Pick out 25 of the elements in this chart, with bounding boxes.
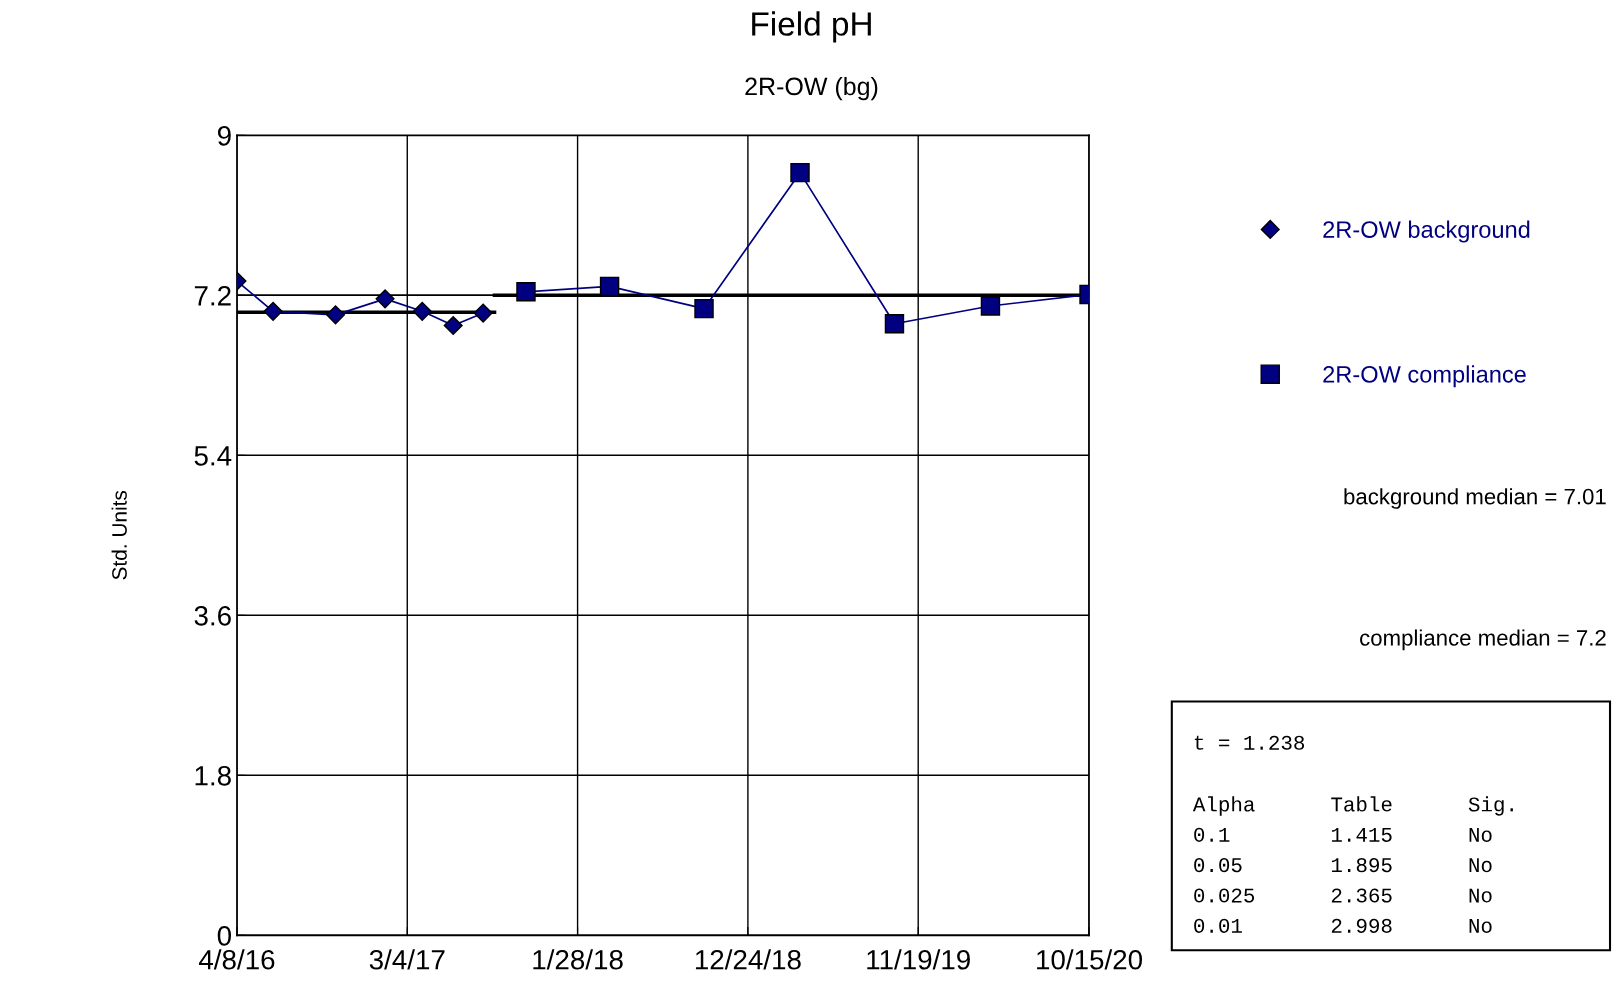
text: compliance median = 7.2 — [1360, 629, 1606, 651]
y-tick-label: 5.4 — [194, 446, 232, 466]
text: t = 1.238 — [1194, 735, 1305, 750]
text: 0.1 1.415 No — [1194, 827, 1492, 842]
chart-title: Field pH — [752, 11, 871, 43]
legend-label: 2R-OW background — [1323, 220, 1530, 243]
text: background median = 7.01 — [1344, 488, 1606, 509]
text: 0.025 2.365 No — [1194, 888, 1492, 903]
x-tick-label: 10/15/20 — [1037, 949, 1143, 970]
text: Alpha Table Sig. — [1192, 796, 1513, 816]
y-tick-label: 3.6 — [194, 605, 231, 626]
x-tick-label: 3/4/17 — [369, 949, 445, 970]
x-tick-label: 12/24/18 — [695, 949, 801, 970]
x-tick-label: 11/19/19 — [867, 949, 970, 970]
text: 0.05 1.895 No — [1194, 858, 1492, 873]
x-tick-label: 1/28/18 — [533, 949, 623, 970]
y-tick-label: 7.2 — [194, 285, 231, 306]
y-tick-label: 0 — [217, 925, 232, 946]
y-tick-label: 9 — [217, 125, 231, 146]
x-tick-label: 4/8/16 — [198, 949, 275, 970]
text: 0.01 2.998 No — [1194, 918, 1492, 933]
chart-subtitle: 2R-OW (bg) — [745, 76, 878, 101]
y-tick-label: 1.8 — [195, 765, 231, 786]
y-axis-title: Std. Units — [111, 490, 127, 580]
legend-label: 2R-OW compliance — [1323, 365, 1526, 388]
